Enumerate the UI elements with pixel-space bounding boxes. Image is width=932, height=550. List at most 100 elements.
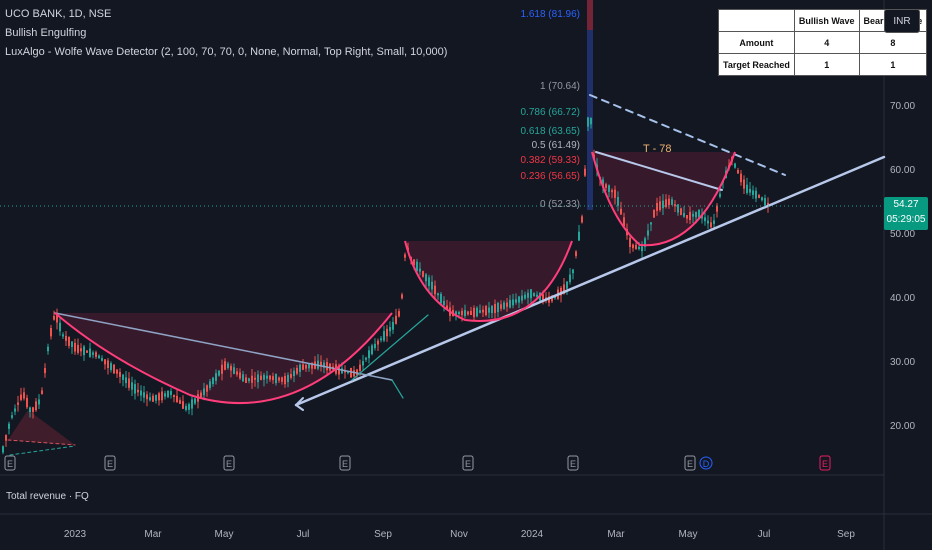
candle-body: [146, 394, 148, 400]
candle-body: [386, 328, 388, 337]
marker-letter: E: [7, 459, 13, 469]
candle-body: [584, 168, 586, 176]
x-tick-label: May: [215, 529, 234, 540]
candle-body: [359, 364, 361, 371]
candle-body: [368, 350, 370, 359]
candle-body: [275, 374, 277, 384]
candle-body: [605, 184, 607, 188]
candle-body: [227, 363, 229, 369]
candle-body: [575, 251, 577, 257]
candle-body: [536, 294, 538, 297]
candle-body: [206, 385, 208, 392]
candle-body: [188, 404, 190, 410]
candle-body: [542, 294, 544, 301]
candle-body: [272, 376, 274, 381]
candle-body: [650, 222, 652, 225]
cup-curve: [404, 240, 573, 322]
candle-body: [674, 204, 676, 207]
y-tick-label: 50.00: [890, 229, 915, 240]
candle-body: [569, 274, 571, 282]
candle-body: [422, 271, 424, 277]
table-cell: 1: [858, 53, 928, 76]
candle-body: [695, 211, 697, 218]
bar-countdown: 05:29:05: [886, 214, 926, 225]
candle-body: [158, 393, 160, 401]
earnings-marker: [4, 455, 16, 471]
candle-body: [5, 434, 7, 441]
total-revenue-label[interactable]: Total revenue · FQ: [6, 491, 89, 502]
candle-body: [353, 370, 355, 377]
candle-body: [455, 311, 457, 315]
candle-body: [566, 281, 568, 289]
fib-level-label: 1.618 (81.96): [521, 9, 581, 20]
candle-body: [104, 359, 106, 365]
x-tick-label: Sep: [837, 529, 855, 540]
table-cell: Amount: [718, 31, 795, 54]
candle-body: [278, 377, 280, 381]
candle-body: [170, 391, 172, 395]
marker-letter: E: [107, 459, 113, 469]
dividend-marker: [699, 456, 713, 470]
candle-body: [101, 358, 103, 361]
currency-button[interactable]: INR: [884, 9, 920, 33]
candle-body: [470, 310, 472, 316]
candle-body: [755, 190, 757, 199]
candle-body: [692, 213, 694, 217]
candle-body: [401, 294, 403, 299]
candle-body: [242, 374, 244, 382]
candle-body: [719, 193, 721, 197]
candle-body: [746, 184, 748, 193]
candle-body: [464, 310, 466, 316]
candle-body: [590, 117, 592, 125]
candle-body: [44, 368, 46, 374]
candle-body: [110, 363, 112, 371]
earnings-marker: [462, 455, 474, 471]
table-cell: [718, 9, 795, 32]
candle-body: [515, 299, 517, 303]
candle-body: [656, 203, 658, 211]
candle-body: [74, 342, 76, 352]
candle-body: [425, 274, 427, 282]
candle-body: [461, 310, 463, 316]
candle-body: [209, 381, 211, 388]
candle-body: [404, 254, 406, 258]
candle-body: [62, 334, 64, 337]
candle-body: [713, 220, 715, 224]
candle-body: [305, 364, 307, 369]
candle-body: [392, 321, 394, 330]
candle-body: [32, 407, 34, 412]
y-tick-label: 30.00: [890, 357, 915, 368]
candle-body: [740, 173, 742, 183]
fib-level-label: 0.5 (61.49): [532, 140, 580, 151]
candle-body: [707, 220, 709, 224]
cup-curve: [54, 312, 393, 404]
candle-body: [689, 211, 691, 221]
indicator-label-engulfing[interactable]: Bullish Engulfing: [5, 27, 87, 39]
candle-body: [323, 362, 325, 368]
table-row: Amount 4 8: [718, 31, 928, 54]
candle-body: [608, 185, 610, 192]
marker-letter: E: [465, 459, 471, 469]
candle-body: [281, 377, 283, 382]
candle-body: [533, 293, 535, 297]
candle-body: [299, 364, 301, 372]
candle-body: [239, 372, 241, 379]
candle-body: [620, 208, 622, 215]
candle-body: [212, 377, 214, 384]
cup-curve: [591, 151, 736, 247]
indicator-label-wolfe[interactable]: LuxAlgo - Wolfe Wave Detector (2, 100, 7…: [5, 46, 448, 58]
candle-body: [395, 315, 397, 324]
candles: [2, 116, 769, 455]
candle-body: [134, 384, 136, 394]
wave-target-annotation: T - 78: [643, 143, 672, 155]
candle-body: [683, 212, 685, 217]
fib-level-label: 0.236 (56.65): [521, 171, 581, 182]
candle-body: [479, 310, 481, 313]
candle-body: [716, 205, 718, 212]
x-tick-label: Nov: [450, 529, 468, 540]
arrow-head: [295, 404, 304, 411]
candle-body: [389, 327, 391, 332]
candle-body: [155, 394, 157, 401]
